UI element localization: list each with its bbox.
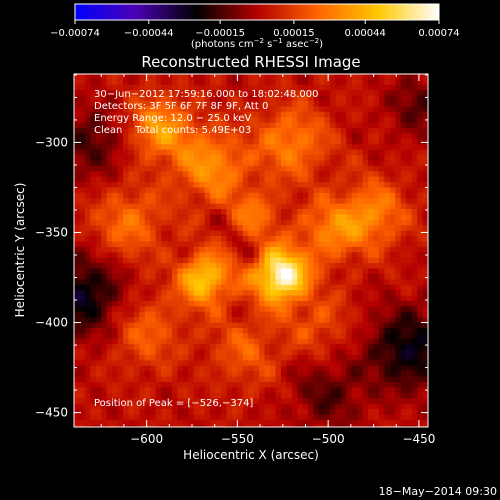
colorbar-unit: (photons cm−2 s−1 asec−2) xyxy=(191,37,323,50)
chart-title: Reconstructed RHESSI Image xyxy=(141,53,360,71)
x-tick-label: −500 xyxy=(312,432,345,446)
info-energy-range: Energy Range: 12.0 − 25.0 keV xyxy=(94,113,251,124)
heatmap-image xyxy=(74,74,428,427)
colorbar-ticks: −0.00074 −0.00044 −0.00015 0.00015 0.00044 0.… xyxy=(50,20,460,39)
colorbar-tick-label: 0.00015 xyxy=(273,28,314,39)
y-tick-label: −400 xyxy=(35,316,68,330)
info-time-range: 30−Jun−2012 17:59:16.000 to 18:02:48.000 xyxy=(94,89,319,100)
info-detectors: Detectors: 3F 5F 6F 7F 8F 9F, Att 0 xyxy=(94,101,268,112)
colorbar-tick-label: 0.00044 xyxy=(345,28,386,39)
x-axis-label: Heliocentric X (arcsec) xyxy=(183,448,319,462)
x-tick-label: −450 xyxy=(402,432,435,446)
y-tick-label: −450 xyxy=(35,406,68,420)
info-clean-counts: Clean Total counts: 5.49E+03 xyxy=(94,125,251,136)
colorbar-tick-label: 0.00074 xyxy=(418,28,459,39)
footer-timestamp: 18−May−2014 09:30 xyxy=(379,485,497,498)
x-tick-label: −600 xyxy=(130,432,163,446)
peak-position-label: Position of Peak = [−526,−374] xyxy=(94,398,253,409)
colorbar-tick-label: −0.00015 xyxy=(195,28,245,39)
colorbar xyxy=(74,3,440,21)
plot-frame xyxy=(73,73,429,428)
y-tick-label: −300 xyxy=(35,135,68,149)
y-axis-label: Heliocentric Y (arcsec) xyxy=(13,183,27,318)
colorbar-tick-label: −0.00044 xyxy=(124,28,174,39)
x-tick-label: −550 xyxy=(221,432,254,446)
colorbar-tick-label: −0.00074 xyxy=(50,28,100,39)
axis-ticks: −600 −550 −500 −450 −300 −350 −400 −450 xyxy=(35,74,435,446)
y-tick-label: −350 xyxy=(35,225,68,239)
info-block: 30−Jun−2012 17:59:16.000 to 18:02:48.000… xyxy=(94,89,319,136)
